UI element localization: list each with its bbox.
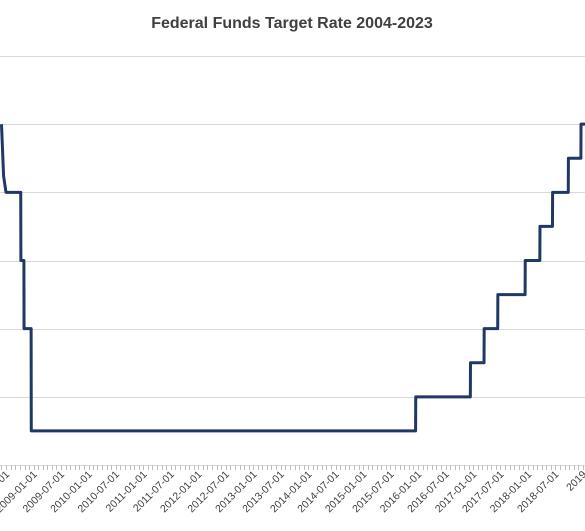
x-tick-label: 2019 [564, 469, 585, 494]
x-tick-marks [1, 465, 584, 470]
y-gridlines [0, 56, 585, 398]
chart-title: Federal Funds Target Rate 2004-2023 [151, 15, 433, 32]
x-tick-labels: 07-012009-01-012009-07-012010-01-012010-… [0, 469, 585, 516]
series-group [0, 122, 585, 433]
series-line [0, 122, 585, 433]
